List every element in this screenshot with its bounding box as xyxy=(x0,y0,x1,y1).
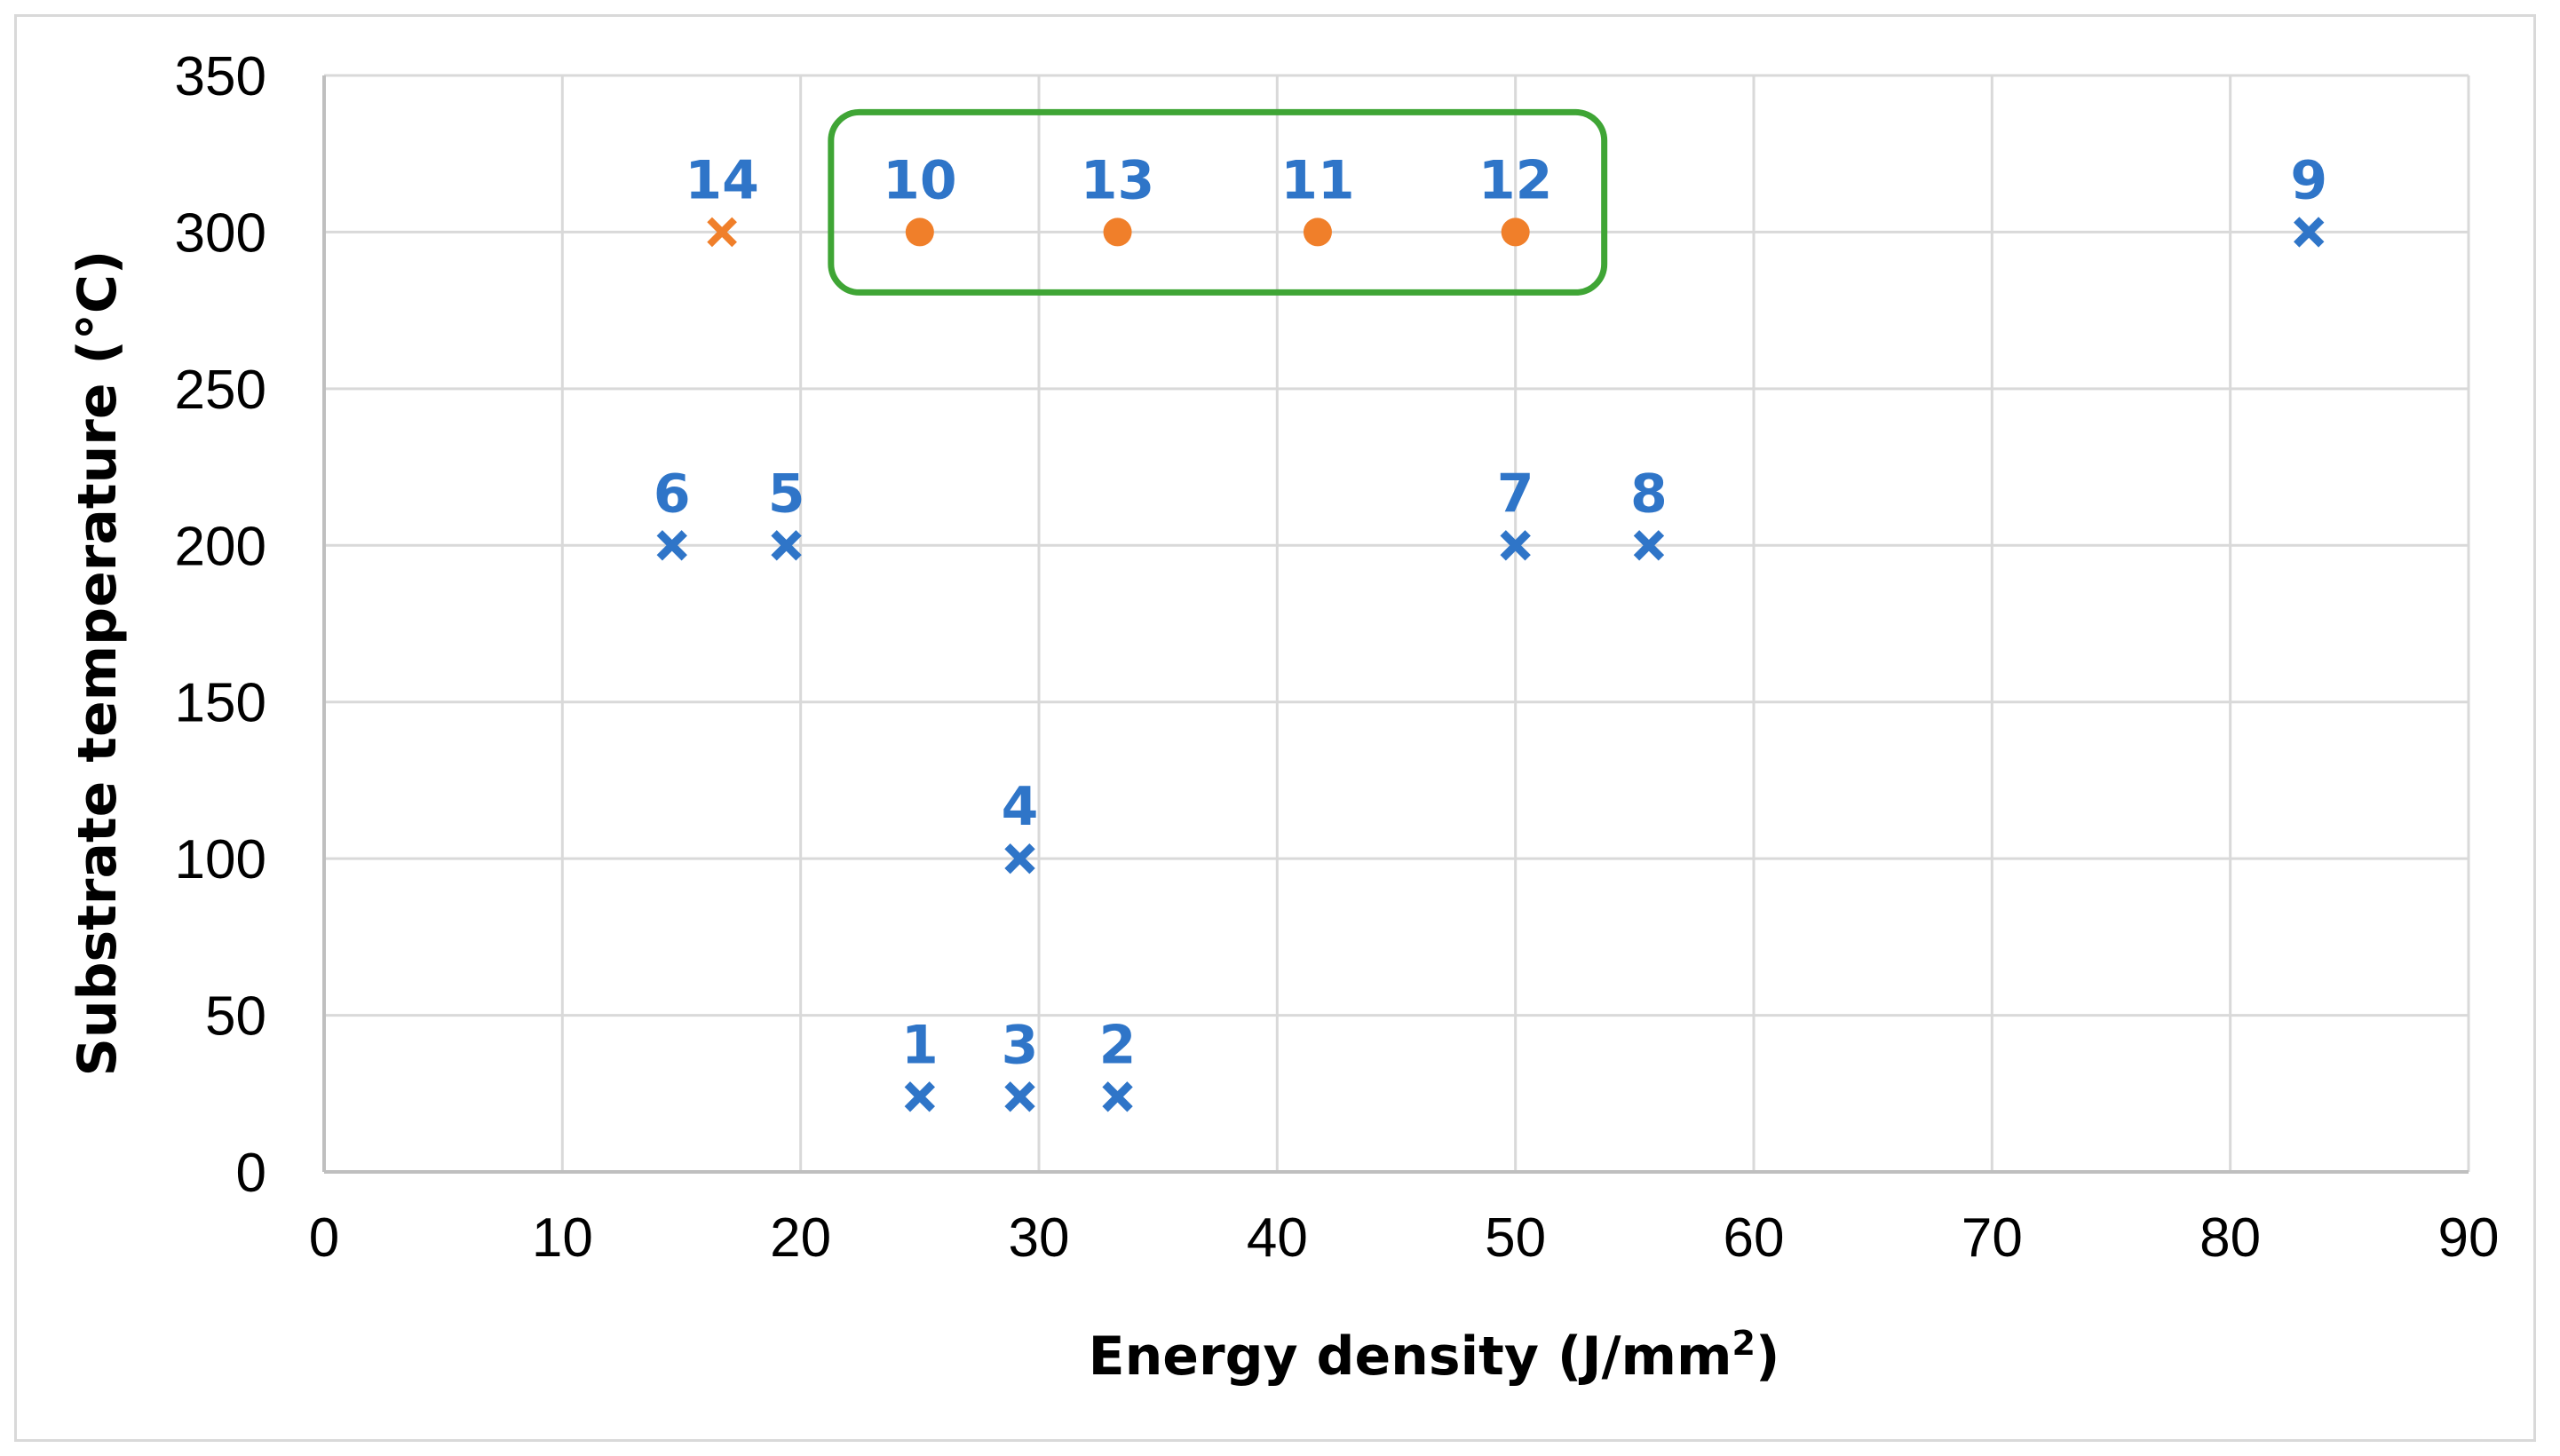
x-tick-label-50: 50 xyxy=(1485,1207,1546,1269)
y-tick-label-250: 250 xyxy=(175,360,266,421)
data-point-7 xyxy=(1500,530,1531,561)
y-tick-label-300: 300 xyxy=(175,202,266,264)
data-point-6 xyxy=(656,530,687,561)
marker-stroke xyxy=(1500,530,1531,561)
point-label-8: 8 xyxy=(1630,463,1668,525)
point-label-14: 14 xyxy=(685,149,759,211)
marker-stroke xyxy=(656,530,687,561)
data-point-9 xyxy=(2294,217,2325,248)
point-label-10: 10 xyxy=(883,149,957,211)
x-tick-label-70: 70 xyxy=(1962,1207,2023,1269)
data-point-4 xyxy=(1004,843,1035,874)
data-point-11 xyxy=(1303,218,1332,247)
marker-stroke xyxy=(2294,217,2325,248)
marker-stroke xyxy=(1004,843,1035,874)
data-point-10 xyxy=(905,218,934,247)
axes xyxy=(322,75,2469,1174)
data-points xyxy=(656,217,2325,1112)
point-label-3: 3 xyxy=(1002,1014,1039,1076)
x-tick-label-60: 60 xyxy=(1724,1207,1785,1269)
marker-stroke xyxy=(1102,1081,1133,1112)
data-point-14 xyxy=(707,217,737,248)
x-axis-title: Energy density (J/mm2) xyxy=(1089,1324,1780,1388)
x-tick-label-20: 20 xyxy=(770,1207,831,1269)
point-label-2: 2 xyxy=(1099,1014,1137,1076)
marker-stroke xyxy=(1004,1081,1035,1112)
point-label-11: 11 xyxy=(1280,149,1355,211)
y-tick-label-350: 350 xyxy=(175,46,266,107)
data-point-2 xyxy=(1102,1081,1133,1112)
point-label-9: 9 xyxy=(2290,149,2327,211)
point-label-6: 6 xyxy=(654,463,691,525)
highlight-box xyxy=(828,108,1608,296)
marker-stroke xyxy=(771,530,802,561)
annotations xyxy=(828,108,1608,296)
data-point-13 xyxy=(1103,218,1132,247)
data-point-8 xyxy=(1633,530,1665,561)
x-tick-label-90: 90 xyxy=(2438,1207,2500,1269)
marker-stroke xyxy=(707,217,737,248)
point-label-13: 13 xyxy=(1081,149,1155,211)
x-tick-label-80: 80 xyxy=(2199,1207,2261,1269)
data-point-3 xyxy=(1004,1081,1035,1112)
tick-labels: 0 10 20 30 40 50 60 70 80 90 0 50 100 150 200 250 300 350 xyxy=(175,46,2500,1269)
y-tick-label-150: 150 xyxy=(175,673,266,734)
point-label-5: 5 xyxy=(768,463,805,525)
x-tick-label-10: 10 xyxy=(532,1207,593,1269)
y-axis-title: Substrate temperature (°C) xyxy=(67,250,129,1077)
chart-frame xyxy=(14,14,2536,1442)
y-tick-label-200: 200 xyxy=(175,516,266,577)
marker-stroke xyxy=(904,1081,936,1112)
point-label-12: 12 xyxy=(1478,149,1553,211)
y-tick-label-100: 100 xyxy=(175,829,266,890)
point-label-4: 4 xyxy=(1002,776,1039,838)
data-point-5 xyxy=(771,530,802,561)
y-tick-label-0: 0 xyxy=(236,1143,266,1204)
data-point-12 xyxy=(1501,218,1530,247)
x-tick-label-0: 0 xyxy=(309,1207,339,1269)
data-point-1 xyxy=(904,1081,936,1112)
point-label-1: 1 xyxy=(901,1014,939,1076)
x-axis-title-suffix: ) xyxy=(1756,1325,1779,1388)
point-label-7: 7 xyxy=(1497,463,1534,525)
x-tick-label-30: 30 xyxy=(1009,1207,1070,1269)
x-tick-label-40: 40 xyxy=(1247,1207,1308,1269)
x-axis-title-main: Energy density (J/mm xyxy=(1089,1325,1732,1388)
marker-stroke xyxy=(1633,530,1665,561)
gridlines xyxy=(324,74,2470,1172)
y-tick-label-50: 50 xyxy=(205,986,266,1048)
x-axis-title-superscript: 2 xyxy=(1732,1324,1756,1363)
